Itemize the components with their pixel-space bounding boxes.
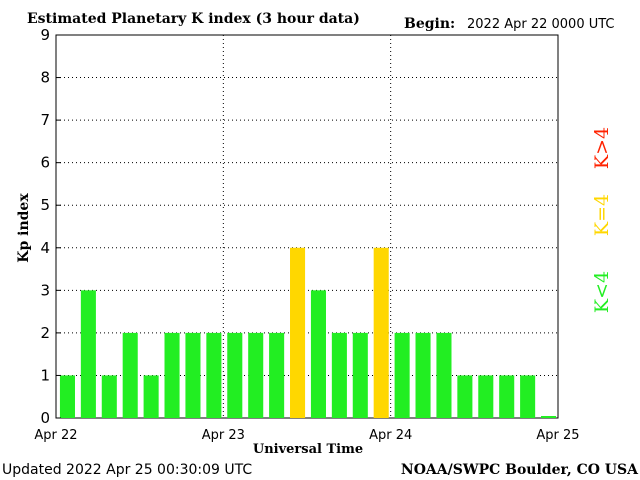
y-tick-label: 6 (40, 154, 50, 172)
kp-bar (499, 375, 515, 418)
y-tick-label: 2 (40, 324, 50, 342)
kp-bar (373, 247, 389, 418)
kp-bar (478, 375, 494, 418)
y-tick-label: 7 (40, 111, 50, 129)
kp-bar (101, 375, 117, 418)
bar-layer (59, 247, 557, 418)
kp-bar (122, 332, 138, 418)
x-tick-label: Apr 22 (34, 428, 77, 443)
y-axis-label: Kp index (16, 193, 32, 263)
updated-timestamp: Updated 2022 Apr 25 00:30:09 UTC (2, 462, 252, 478)
kp-bar (80, 290, 96, 418)
x-tick-label: Apr 24 (369, 428, 412, 443)
kp-bar (248, 332, 264, 418)
y-tick-label: 1 (40, 366, 50, 384)
kp-bar (352, 332, 368, 418)
y-tick-label: 5 (40, 196, 50, 214)
x-tick-label: Apr 23 (202, 428, 245, 443)
kp-bar (415, 332, 431, 418)
credit-text: NOAA/SWPC Boulder, CO USA (401, 462, 639, 478)
kp-bar (269, 332, 285, 418)
chart-title: Estimated Planetary K index (3 hour data… (27, 11, 360, 27)
kp-bar (206, 332, 222, 418)
kp-bar (457, 375, 473, 418)
kp-bar (59, 375, 75, 418)
plot-frame (55, 34, 559, 419)
kp-bar (436, 332, 452, 418)
tick-layer: 0 1 2 3 4 5 6 7 8 9 Apr 22 Apr 23 Apr 24 Apr 25 (34, 26, 579, 443)
kp-bar (394, 332, 410, 418)
y-tick-label: 3 (40, 281, 50, 299)
kp-bar (541, 416, 557, 418)
x-tick-label: Apr 25 (536, 428, 579, 443)
kp-bar (520, 375, 536, 418)
legend-equal-4: K=4 (591, 194, 613, 236)
y-tick-label: 0 (40, 409, 50, 427)
begin-label: Begin: (404, 16, 455, 32)
legend-above-4: K>4 (591, 127, 613, 169)
kp-bar (331, 332, 347, 418)
kp-bar (310, 290, 326, 418)
kp-bar (227, 332, 243, 418)
kp-bar (185, 332, 201, 418)
begin-value: 2022 Apr 22 0000 UTC (467, 17, 615, 32)
kp-bar (290, 247, 306, 418)
x-axis-label: Universal Time (253, 442, 363, 457)
y-tick-label: 9 (40, 26, 50, 44)
kp-bar (143, 375, 159, 418)
legend-below-4: K<4 (591, 271, 613, 313)
y-tick-label: 8 (40, 69, 50, 87)
y-tick-label: 4 (40, 239, 50, 257)
kp-bar (164, 332, 180, 418)
